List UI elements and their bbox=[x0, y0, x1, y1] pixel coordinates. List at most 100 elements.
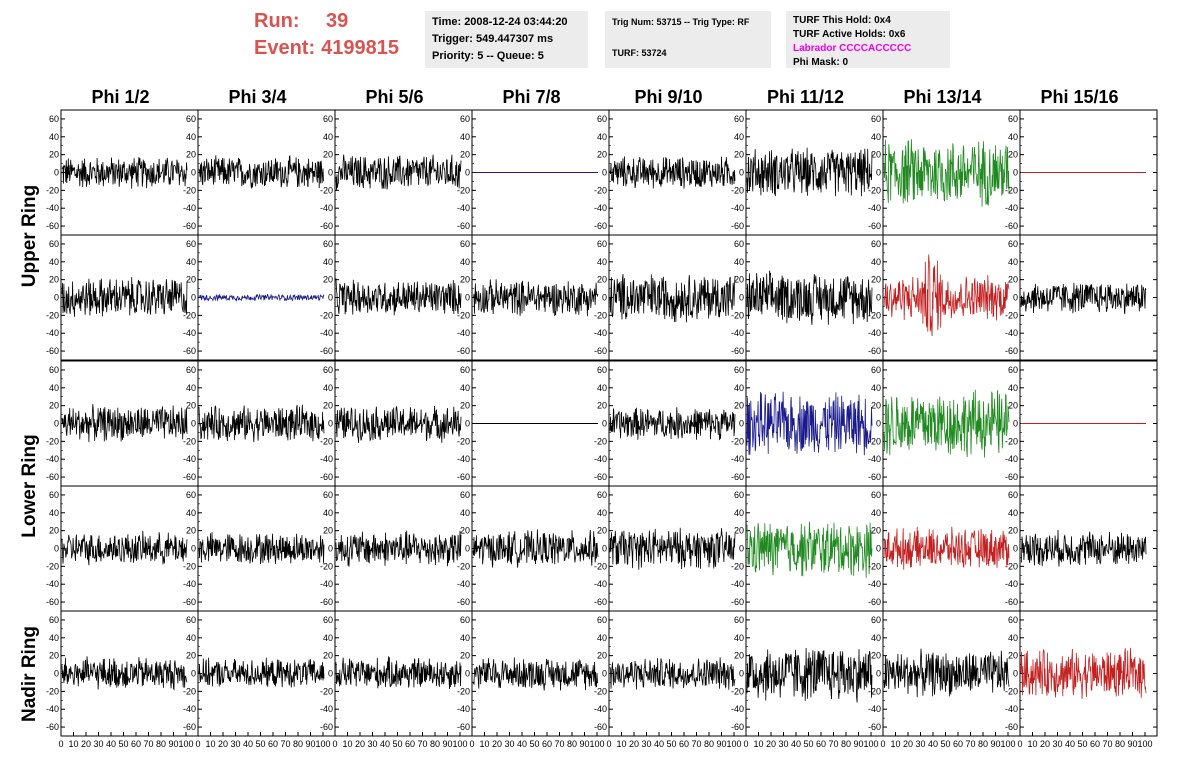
y-tick-label: -60 bbox=[457, 346, 470, 356]
x-tick-label: 60 bbox=[405, 739, 415, 749]
y-tick-label: -60 bbox=[731, 346, 744, 356]
y-tick-label: 40 bbox=[186, 132, 196, 142]
y-tick-label: -20 bbox=[457, 185, 470, 195]
y-tick-label: 60 bbox=[1008, 239, 1018, 249]
y-tick-label: 20 bbox=[323, 275, 333, 285]
x-tick-label: 70 bbox=[280, 739, 290, 749]
y-tick-label: 20 bbox=[734, 275, 744, 285]
y-tick-label: 60 bbox=[734, 615, 744, 625]
y-tick-label: -20 bbox=[320, 436, 333, 446]
y-tick-label: -60 bbox=[46, 346, 59, 356]
y-tick-label: -40 bbox=[868, 704, 881, 714]
y-tick-label: -20 bbox=[594, 436, 607, 446]
y-tick-label: 20 bbox=[597, 275, 607, 285]
trigger-text: Trigger: 549.447307 ms bbox=[432, 33, 554, 45]
y-tick-label: -20 bbox=[1005, 310, 1018, 320]
y-tick-label: 20 bbox=[323, 651, 333, 661]
x-tick-label: 20 bbox=[492, 739, 502, 749]
x-tick-label: 40 bbox=[517, 739, 527, 749]
y-tick-label: 0 bbox=[54, 544, 59, 554]
column-title-phi-1-2: Phi 1/2 bbox=[91, 87, 150, 107]
y-tick-label: 0 bbox=[465, 544, 470, 554]
y-tick-label: -40 bbox=[457, 203, 470, 213]
y-tick-label: -40 bbox=[183, 454, 196, 464]
y-tick-label: 20 bbox=[49, 526, 59, 536]
column-title-phi-11-12: Phi 11/12 bbox=[766, 87, 845, 107]
x-tick-label: 20 bbox=[218, 739, 228, 749]
y-tick-label: -20 bbox=[594, 185, 607, 195]
y-tick-label: -40 bbox=[731, 579, 744, 589]
y-tick-label: 0 bbox=[54, 669, 59, 679]
x-tick-label: 100 bbox=[315, 739, 330, 749]
y-tick-label: -60 bbox=[320, 221, 333, 231]
y-tick-label: -20 bbox=[183, 686, 196, 696]
x-tick-label: 10 bbox=[753, 739, 763, 749]
y-tick-label: 40 bbox=[49, 383, 59, 393]
y-tick-label: -40 bbox=[594, 704, 607, 714]
y-tick-label: 40 bbox=[597, 132, 607, 142]
panel-r4-c7: 60 40 20 0 -20 -40 -60 bbox=[1005, 610, 1158, 737]
x-tick-label: 70 bbox=[143, 739, 153, 749]
y-tick-label: -40 bbox=[46, 579, 59, 589]
y-tick-label: -20 bbox=[594, 310, 607, 320]
y-tick-label: 60 bbox=[734, 239, 744, 249]
x-tick-label: 90 bbox=[716, 739, 726, 749]
y-tick-label: -40 bbox=[183, 579, 196, 589]
y-tick-label: 20 bbox=[871, 150, 881, 160]
y-tick-label: 0 bbox=[739, 544, 744, 554]
y-tick-label: 0 bbox=[739, 669, 744, 679]
y-tick-label: -60 bbox=[868, 346, 881, 356]
panel-r2-c7: 60 40 20 0 -20 -40 -60 bbox=[1005, 360, 1158, 487]
x-tick-label: 50 bbox=[529, 739, 539, 749]
y-tick-label: -20 bbox=[46, 561, 59, 571]
x-tick-label: 0 bbox=[743, 739, 748, 749]
y-tick-label: -40 bbox=[457, 704, 470, 714]
y-tick-label: -40 bbox=[320, 704, 333, 714]
panel-r3-c4: 60 40 20 0 -20 -40 -60 bbox=[594, 485, 747, 612]
x-tick-label: 20 bbox=[81, 739, 91, 749]
waveform-series bbox=[198, 155, 325, 189]
x-tick-label: 70 bbox=[554, 739, 564, 749]
y-tick-label: 20 bbox=[460, 651, 470, 661]
y-tick-label: -40 bbox=[868, 454, 881, 464]
panel-r4-c2: 60 40 20 0 -20 -40 -60 bbox=[320, 610, 473, 737]
y-tick-label: 40 bbox=[186, 257, 196, 267]
y-tick-label: 20 bbox=[49, 275, 59, 285]
y-tick-label: -40 bbox=[731, 704, 744, 714]
y-tick-label: 60 bbox=[186, 365, 196, 375]
panel-r1-c2: 60 40 20 0 -20 -40 -60 bbox=[320, 234, 473, 361]
waveform-series bbox=[883, 254, 1010, 337]
y-tick-label: 20 bbox=[871, 526, 881, 536]
x-tick-label: 0 bbox=[195, 739, 200, 749]
x-tick-label: 70 bbox=[417, 739, 427, 749]
run-value: 39 bbox=[326, 10, 349, 32]
waveform-series bbox=[609, 407, 736, 441]
y-tick-label: 40 bbox=[460, 132, 470, 142]
y-tick-label: 0 bbox=[191, 544, 196, 554]
y-tick-label: 40 bbox=[1008, 132, 1018, 142]
waveform-series bbox=[198, 404, 325, 443]
x-tick-label: 80 bbox=[978, 739, 988, 749]
x-tick-label: 10 bbox=[479, 739, 489, 749]
x-tick-label: 100 bbox=[863, 739, 878, 749]
y-tick-label: -40 bbox=[183, 704, 196, 714]
y-tick-label: 20 bbox=[186, 526, 196, 536]
y-tick-label: 20 bbox=[597, 401, 607, 411]
y-tick-label: -20 bbox=[868, 436, 881, 446]
x-tick-label: 80 bbox=[841, 739, 851, 749]
y-tick-label: -60 bbox=[320, 722, 333, 732]
waveform-series bbox=[883, 526, 1010, 570]
y-tick-label: -40 bbox=[868, 328, 881, 338]
turf-this-hold-text: TURF This Hold: 0x4 bbox=[793, 15, 891, 26]
y-tick-label: 20 bbox=[597, 651, 607, 661]
y-tick-label: 0 bbox=[1013, 544, 1018, 554]
y-tick-label: -20 bbox=[457, 436, 470, 446]
x-tick-label: 40 bbox=[106, 739, 116, 749]
panel-r3-c0: 60 40 20 0 -20 -40 -60 bbox=[46, 485, 199, 612]
y-tick-label: -20 bbox=[320, 686, 333, 696]
y-tick-label: 60 bbox=[597, 239, 607, 249]
y-tick-label: 20 bbox=[49, 150, 59, 160]
y-tick-label: 40 bbox=[871, 257, 881, 267]
x-tick-label: 80 bbox=[567, 739, 577, 749]
